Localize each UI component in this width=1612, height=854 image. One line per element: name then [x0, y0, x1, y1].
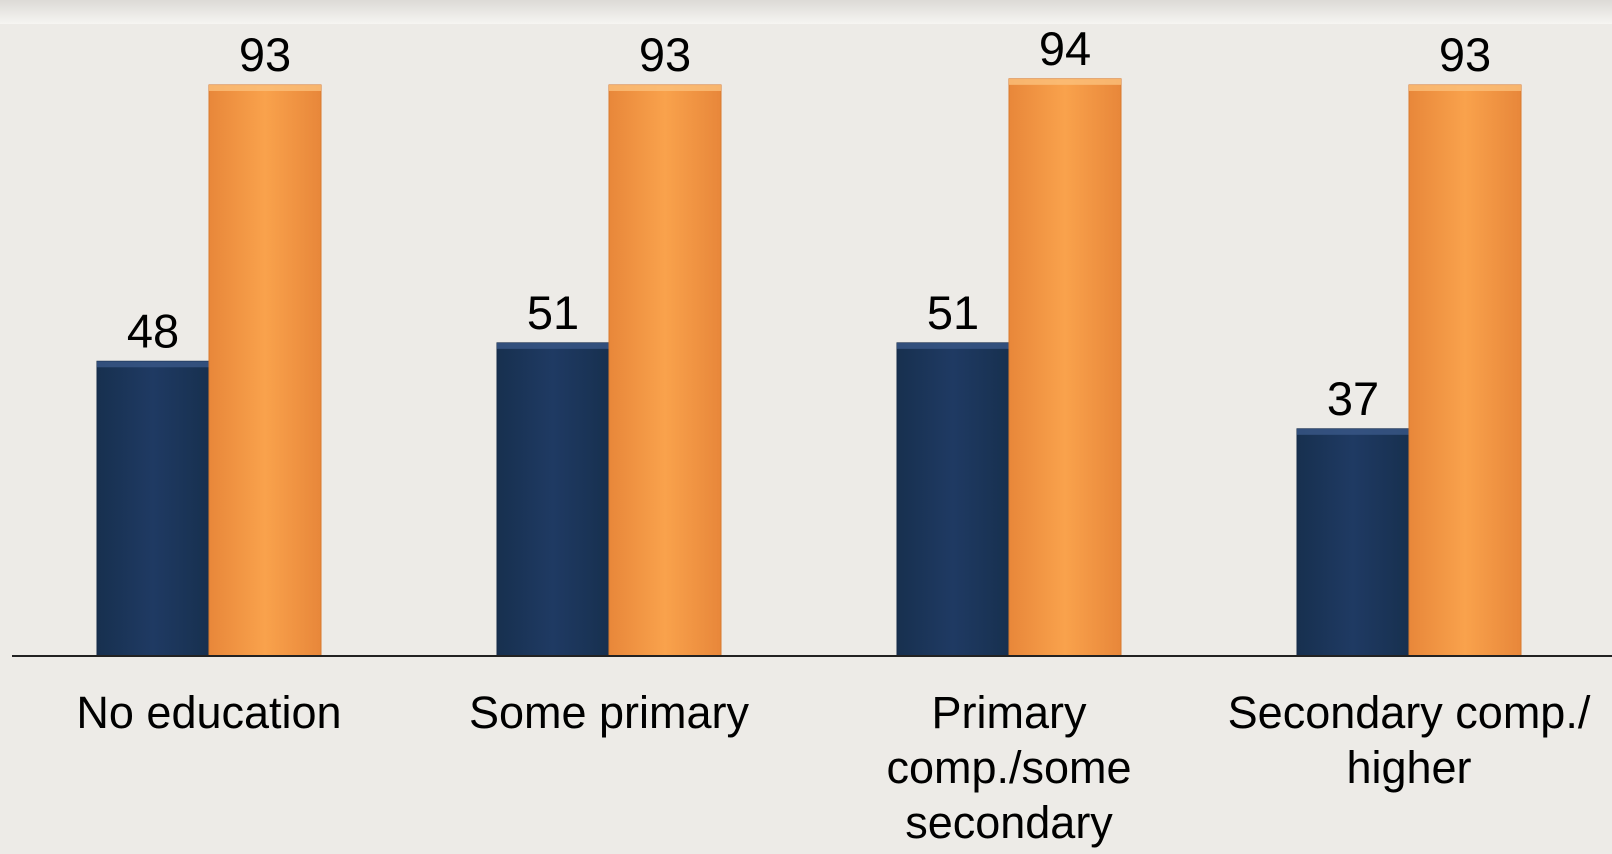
top-band	[0, 0, 1612, 24]
bar-series0-1	[496, 342, 610, 657]
bar-bevel-series1-3	[1409, 84, 1521, 91]
bar-series0-0	[96, 360, 210, 657]
bar-bevel-series1-1	[609, 84, 721, 91]
data-label-series1-1: 93	[639, 28, 691, 81]
bar-bevel-series0-1	[497, 342, 609, 349]
bars-layer	[96, 78, 1522, 657]
category-label-line-3-0: Secondary comp./	[1228, 687, 1591, 738]
labels-layer: 48 93 No education 51 93 Some primary 51 94 Prim…	[76, 22, 1590, 848]
bar-bevel-series1-0	[209, 84, 321, 91]
bar-series0-2	[896, 342, 1010, 657]
bar-bevel-series0-0	[97, 361, 209, 368]
category-label-line-3-1: higher	[1346, 742, 1471, 793]
bar-bevel-series0-2	[897, 342, 1009, 349]
data-label-series0-2: 51	[927, 286, 979, 339]
bar-bevel-series0-3	[1297, 428, 1409, 435]
bar-series1-3	[1408, 84, 1522, 657]
data-label-series1-0: 93	[239, 28, 291, 81]
bar-bevel-series1-2	[1009, 78, 1121, 85]
category-label-line-0-0: No education	[76, 687, 341, 738]
data-label-series0-3: 37	[1327, 372, 1379, 425]
category-label-0: No education	[76, 687, 341, 738]
category-label-line-2-2: secondary	[905, 797, 1113, 848]
category-label-line-2-1: comp./some	[886, 742, 1131, 793]
bar-series1-1	[608, 84, 722, 657]
category-label-2: Primary comp./some secondary	[886, 687, 1131, 848]
category-label-1: Some primary	[469, 687, 750, 738]
category-label-line-1-0: Some primary	[469, 687, 750, 738]
data-label-series1-2: 94	[1039, 22, 1091, 75]
data-label-series0-1: 51	[527, 286, 579, 339]
category-label-line-2-0: Primary	[932, 687, 1087, 738]
bar-series1-0	[208, 84, 322, 657]
data-label-series1-3: 93	[1439, 28, 1491, 81]
category-label-3: Secondary comp./higher	[1228, 687, 1591, 793]
data-label-series0-0: 48	[127, 304, 179, 357]
bar-series0-3	[1296, 428, 1410, 657]
bar-series1-2	[1008, 78, 1122, 657]
